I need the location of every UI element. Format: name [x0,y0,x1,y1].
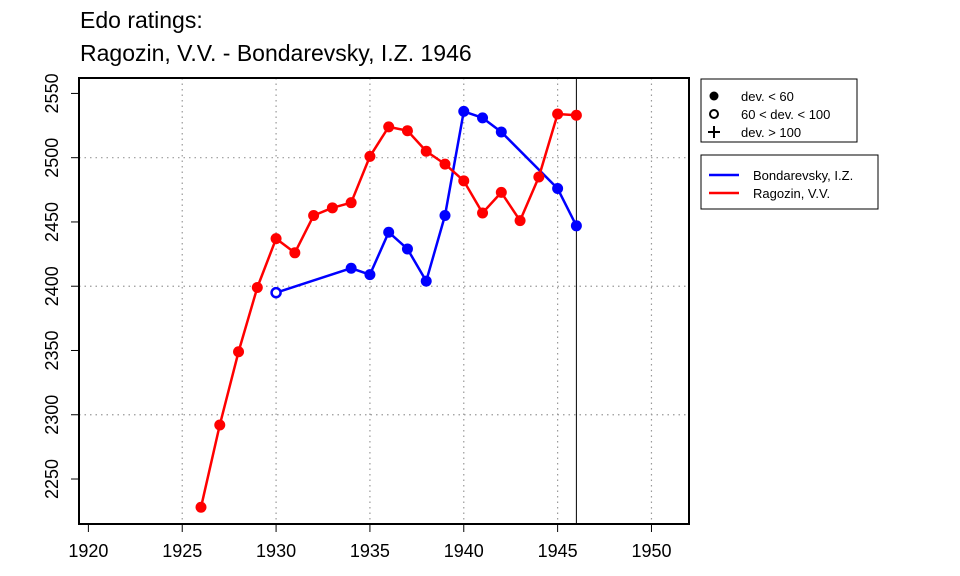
y-tick-label: 2450 [42,202,62,242]
data-point [458,175,470,187]
data-point [251,282,263,294]
x-tick-label: 1950 [631,541,671,561]
data-point [439,158,451,170]
data-point [495,126,507,138]
x-tick-label: 1930 [256,541,296,561]
data-point [364,269,376,281]
y-tick-label: 2300 [42,395,62,435]
plot-frame [78,77,690,525]
data-point [195,501,207,513]
data-point [420,145,432,157]
y-axis: 2250 2300 2350 2400 2450 2500 2550 [42,73,79,499]
series-legend-label: Ragozin, V.V. [753,186,830,201]
series-line [275,110,578,294]
filled-circle-icon [709,91,719,101]
x-tick-label: 1935 [350,541,390,561]
data-point [383,226,395,238]
data-point [420,275,432,287]
data-point [458,105,470,117]
data-point [270,286,282,299]
data-point [439,210,451,222]
y-tick-label: 2250 [42,459,62,499]
data-point [477,112,489,124]
data-point [477,207,489,219]
data-point [533,171,545,183]
data-point [401,243,413,255]
data-point [495,186,507,198]
marker-legend: dev. < 60 60 < dev. < 100 dev. > 100 [700,78,858,143]
data-point [364,150,376,162]
y-tick-label: 2350 [42,330,62,370]
data-point [345,197,357,209]
data-point [514,215,526,227]
data-point [401,125,413,137]
chart-title: Edo ratings: [80,7,203,33]
marker-legend-label: dev. > 100 [741,125,801,140]
marker-legend-label: dev. < 60 [741,89,794,104]
data-point [270,233,282,245]
x-axis: 1920 1925 1930 1935 1940 1945 1950 [68,524,671,561]
data-point [345,262,357,274]
data-point [326,202,338,214]
data-point [570,109,582,121]
chart-subtitle: Ragozin, V.V. - Bondarevsky, I.Z. 1946 [80,40,472,66]
data-point [383,121,395,133]
y-tick-label: 2550 [42,73,62,113]
plot-area [195,78,582,524]
grid-lines [79,78,689,524]
marker-legend-label: 60 < dev. < 100 [741,107,830,122]
series-legend-label: Bondarevsky, I.Z. [753,168,853,183]
x-tick-label: 1920 [68,541,108,561]
data-point [308,210,320,222]
x-tick-label: 1940 [444,541,484,561]
y-tick-label: 2400 [42,266,62,306]
series-line [199,112,577,508]
data-point [289,247,301,259]
y-tick-label: 2500 [42,138,62,178]
data-point [552,108,564,120]
series-legend: Bondarevsky, I.Z. Ragozin, V.V. [700,154,879,210]
data-point [570,220,582,232]
x-tick-label: 1945 [538,541,578,561]
x-tick-label: 1925 [162,541,202,561]
plus-icon [708,126,720,138]
data-point [552,183,564,195]
data-point [214,419,226,431]
data-point [233,346,245,358]
open-circle-icon [709,109,719,119]
